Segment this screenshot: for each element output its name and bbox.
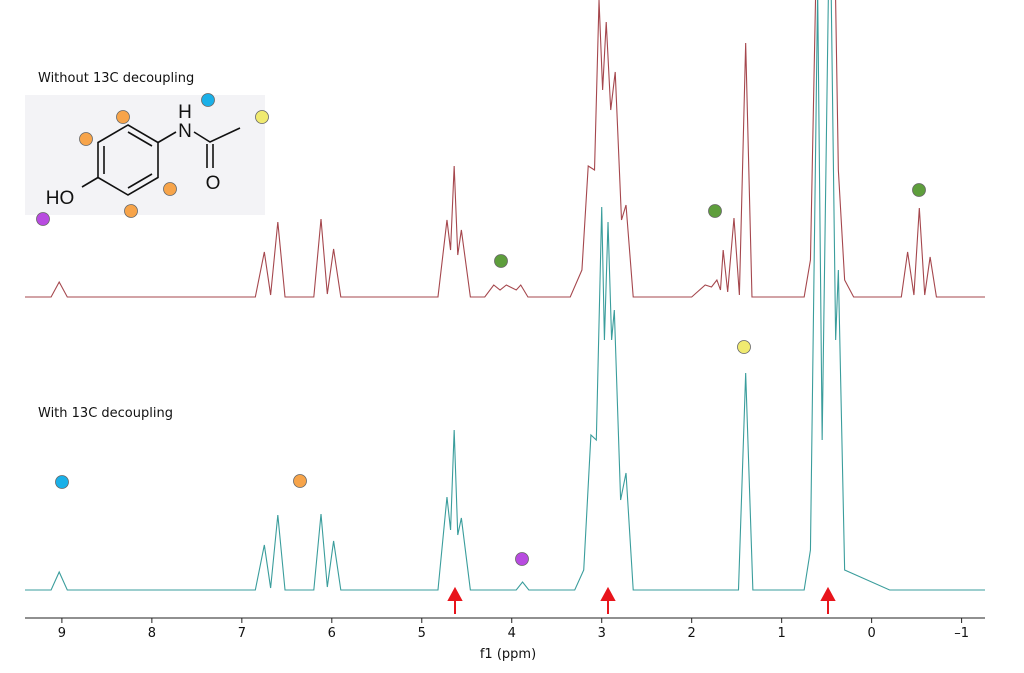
atom-label: HO: [46, 188, 75, 209]
dot: [293, 474, 307, 488]
dot: [36, 212, 50, 226]
dot: [912, 183, 926, 197]
arrow-head: [447, 586, 463, 601]
x-tick-label: 4: [508, 626, 516, 641]
x-tick-label: 0: [867, 626, 875, 641]
structure-box: [25, 95, 265, 215]
dot: [737, 340, 751, 354]
x-tick-label: 2: [688, 626, 696, 641]
atom-label: N: [178, 121, 192, 142]
trace-label: With 13C decoupling: [38, 406, 173, 421]
atom-label: O: [206, 173, 221, 194]
x-tick-label: 5: [418, 626, 426, 641]
assignment-dots: [36, 93, 926, 566]
structure: H N HO O: [25, 95, 265, 215]
arrows: [447, 586, 836, 614]
x-tick-label: 3: [598, 626, 606, 641]
dot: [708, 204, 722, 218]
spectrum-line: [25, 0, 985, 298]
x-tick-label: –1: [954, 626, 969, 641]
x-tick-label: 6: [328, 626, 336, 641]
arrow-head: [820, 586, 836, 601]
dot: [201, 93, 215, 107]
dot: [163, 182, 177, 196]
dot: [494, 254, 508, 268]
x-tick-label: 1: [778, 626, 786, 641]
x-axis-label: f1 (ppm): [480, 647, 536, 662]
x-tick-label: 9: [58, 626, 66, 641]
ring-double-bonds: [103, 131, 153, 189]
dot: [79, 132, 93, 146]
dot: [255, 110, 269, 124]
plot-area: [25, 0, 985, 591]
trace-label: Without 13C decoupling: [38, 71, 194, 86]
x-tick-label: 8: [148, 626, 156, 641]
x-tick-label: 7: [238, 626, 246, 641]
bonds: [81, 127, 241, 188]
dot: [515, 552, 529, 566]
arrow-head: [600, 586, 616, 601]
dot: [55, 475, 69, 489]
atom-label: H: [178, 102, 192, 123]
spectrum-line: [25, 0, 985, 591]
dot: [124, 204, 138, 218]
dot: [116, 110, 130, 124]
